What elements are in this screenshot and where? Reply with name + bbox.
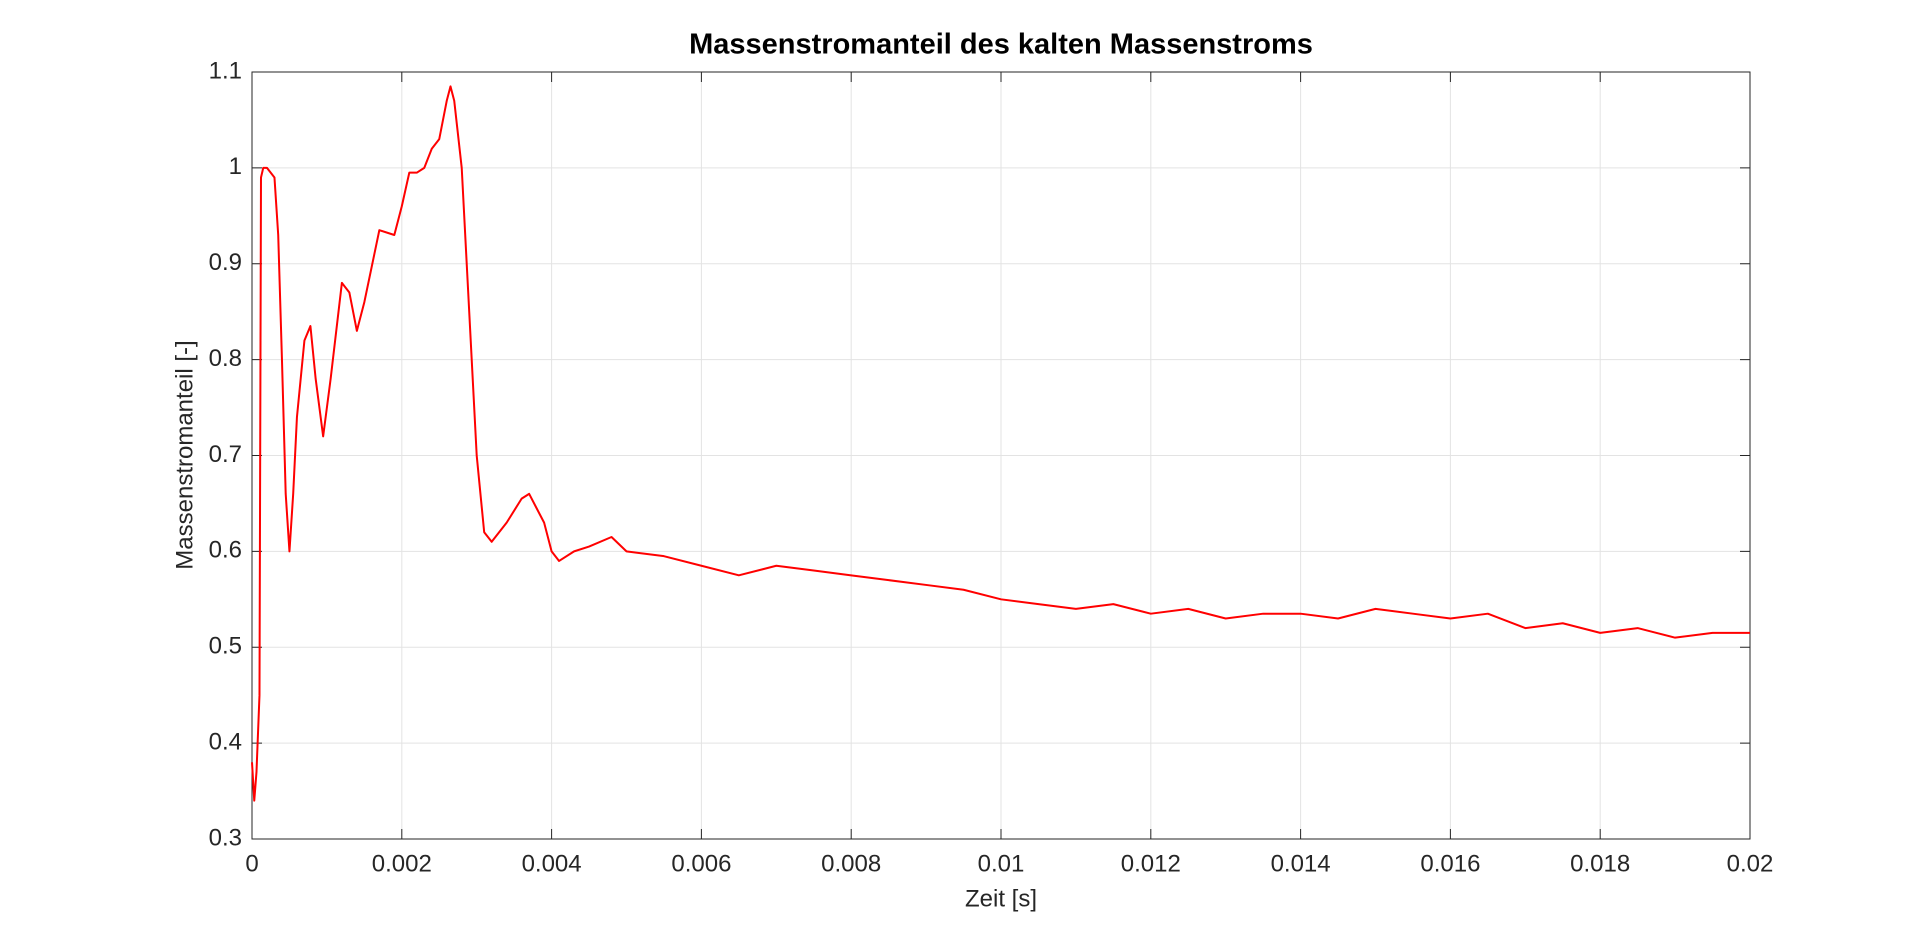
x-tick-label: 0.008 [821, 850, 881, 877]
x-tick-label: 0.002 [372, 850, 432, 877]
x-tick-label: 0.02 [1727, 850, 1774, 877]
x-tick-label: 0.004 [522, 850, 582, 877]
plot-frame [251, 71, 1751, 840]
x-tick-label: 0.006 [671, 850, 731, 877]
x-tick-label: 0.018 [1570, 850, 1630, 877]
y-tick-label: 0.4 [209, 728, 242, 755]
x-axis-label: Zeit [s] [965, 885, 1037, 912]
x-tick-label: 0.01 [978, 850, 1025, 877]
y-tick-label: 0.8 [209, 345, 242, 372]
x-tick-label: 0.016 [1420, 850, 1480, 877]
y-tick-label: 0.9 [209, 249, 242, 276]
data-line [251, 85, 1750, 802]
y-tick-label: 0.6 [209, 537, 242, 564]
y-tick-label: 0.7 [209, 441, 242, 468]
y-axis-label: Massenstromanteil [-] [171, 340, 198, 569]
y-tick-label: 1.1 [209, 57, 242, 84]
x-tick-label: 0 [245, 850, 258, 877]
chart-title: Massenstromanteil des kalten Massenstrom… [689, 29, 1313, 61]
y-tick-label: 0.3 [209, 824, 242, 851]
y-tick-label: 1 [229, 153, 242, 180]
x-tick-label: 0.014 [1271, 850, 1331, 877]
y-tick-label: 0.5 [209, 633, 242, 660]
x-tick-label: 0.012 [1121, 850, 1181, 877]
